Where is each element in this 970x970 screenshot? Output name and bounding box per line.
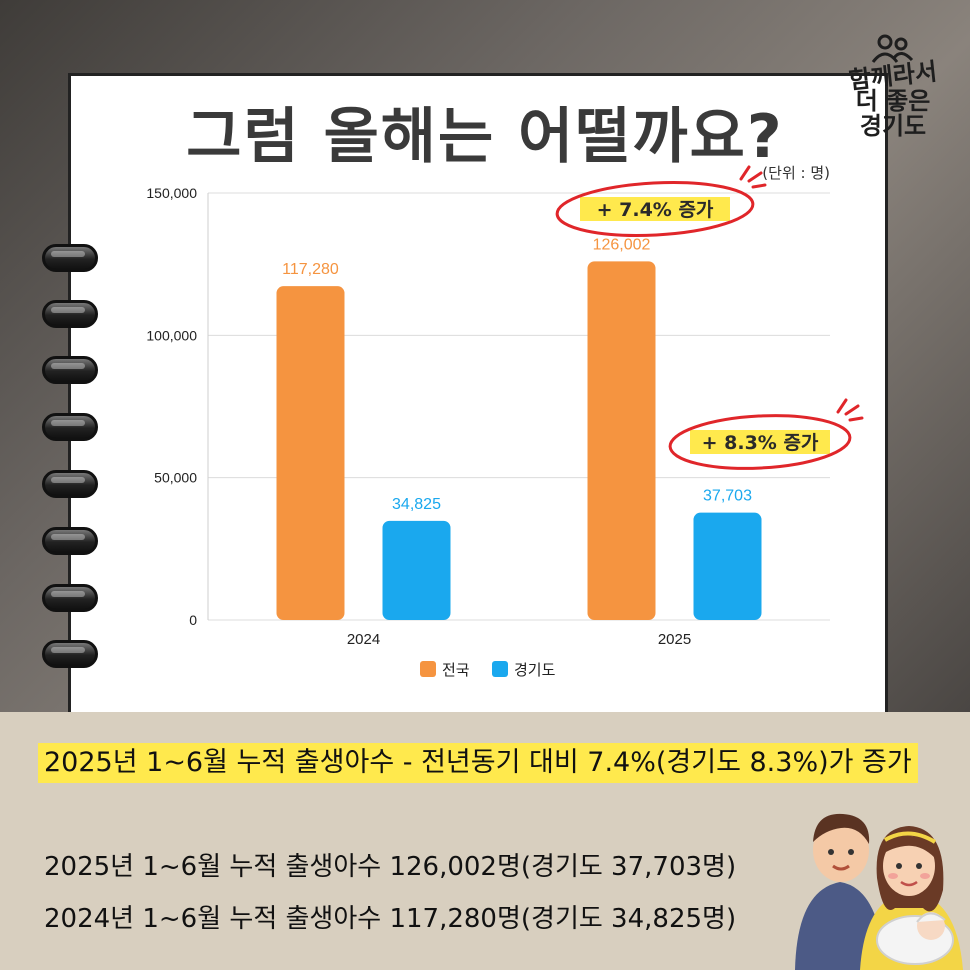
legend-swatch — [492, 661, 508, 677]
binder-ring — [42, 470, 98, 498]
spark-mark — [751, 183, 767, 189]
binder-ring — [42, 527, 98, 555]
summary-highlight: 2025년 1~6월 누적 출생아수 - 전년동기 대비 7.4%(경기도 8.… — [38, 743, 918, 783]
bar-gyeonggi-2025 — [693, 512, 762, 620]
people-icon — [871, 34, 914, 63]
annotation-gyeonggi-circle — [668, 414, 852, 470]
unit-label: (단위 : 명) — [762, 164, 830, 182]
brand-logo: 함께라서 더 좋은 경기도 — [838, 34, 948, 139]
bar-chart: 0 50,000 100,000 150,000 117,280 34,825 2024 12… — [146, 165, 864, 679]
spark-mark — [836, 398, 848, 414]
legend-label: 전국 — [442, 661, 470, 679]
spark-mark — [848, 416, 864, 422]
data-label: 117,280 — [282, 261, 339, 278]
bar-gyeonggi-2024 — [382, 520, 451, 620]
data-label: 126,002 — [593, 236, 651, 253]
annotation-national-text: + 7.4% 증가 — [597, 199, 714, 221]
data-label: 34,825 — [392, 496, 441, 513]
logo-line2: 더 좋은 — [855, 87, 931, 115]
spark-mark — [844, 404, 860, 416]
binder-ring — [42, 356, 98, 384]
y-tick-label: 100,000 — [146, 327, 197, 343]
annotation-national-highlight — [580, 197, 730, 221]
binder-ring — [42, 300, 98, 328]
spark-mark — [739, 165, 751, 181]
x-tick-label: 2024 — [347, 631, 380, 648]
y-tick-label: 50,000 — [154, 470, 197, 486]
y-tick-label: 150,000 — [146, 185, 197, 201]
data-label: 37,703 — [703, 488, 752, 505]
spark-mark — [747, 171, 763, 183]
annotation-gyeonggi-text: + 8.3% 증가 — [702, 432, 819, 454]
logo-line3: 경기도 — [859, 112, 927, 140]
bar-national-2025 — [587, 261, 656, 620]
annotation-national-circle — [555, 181, 755, 237]
binder-ring — [42, 584, 98, 612]
binder-ring — [42, 413, 98, 441]
legend-label: 경기도 — [514, 661, 556, 679]
binder-ring — [42, 640, 98, 668]
legend-swatch — [420, 661, 436, 677]
summary-line-2024: 2024년 1~6월 누적 출생아수 117,280명(경기도 34,825명) — [44, 904, 737, 934]
y-tick-label: 0 — [189, 612, 197, 628]
bar-national-2024 — [276, 286, 345, 620]
annotation-gyeonggi-highlight — [690, 430, 830, 454]
x-tick-label: 2025 — [658, 631, 691, 648]
family-illustration — [795, 813, 963, 970]
page-title: 그럼 올해는 어떨까요? — [186, 102, 784, 172]
summary-line-2025: 2025년 1~6월 누적 출생아수 126,002명(경기도 37,703명) — [44, 852, 737, 882]
binder-ring — [42, 244, 98, 272]
